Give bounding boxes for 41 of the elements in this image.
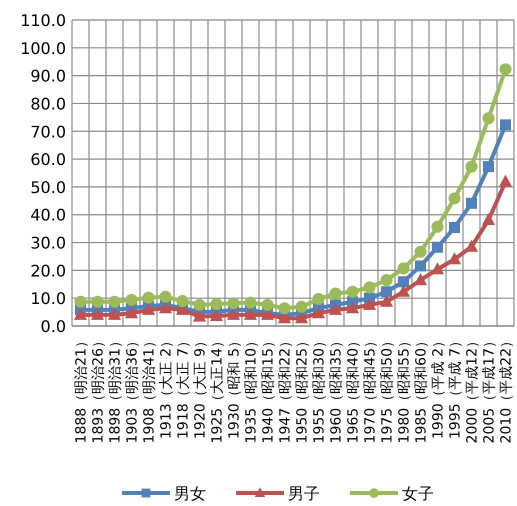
x-tick-label: 1913（大正 2）	[158, 334, 174, 439]
x-tick-label: 1995（平成 7）	[448, 334, 464, 439]
y-tick-label: 60.0	[30, 150, 66, 170]
x-tick-label: 1970（昭和45）	[362, 334, 378, 444]
x-tick-label: 1893（明治26）	[90, 334, 106, 444]
y-tick-label: 0.0	[40, 317, 66, 336]
legend-label: 男子	[288, 484, 320, 503]
y-tick-label: 110.0	[20, 11, 66, 30]
x-tick-label: 1940（昭和15）	[260, 334, 276, 444]
x-tick-label: 2005（平成17）	[482, 334, 498, 444]
y-tick-label: 30.0	[30, 234, 66, 253]
y-tick-label: 40.0	[30, 206, 66, 225]
y-tick-label: 20.0	[30, 261, 66, 280]
x-tick-label: 2010（平成22）	[498, 334, 514, 444]
x-tick-label: 1903（明治36）	[124, 334, 140, 444]
x-tick-label: 1965（昭和40）	[346, 334, 362, 444]
x-tick-label: 1918（大正 7）	[176, 334, 192, 439]
x-tick-label: 1935（昭和10）	[244, 334, 260, 444]
y-tick-label: 100.0	[20, 38, 66, 58]
x-tick-label: 1960（昭和35）	[328, 334, 344, 444]
x-tick-label: 1920（大正 9）	[192, 334, 208, 439]
x-tick-label: 1947（昭和22）	[278, 334, 294, 444]
x-tick-label: 1955（昭和30）	[312, 334, 328, 444]
x-tick-label: 1930（昭和 5）	[226, 334, 242, 439]
y-tick-label: 90.0	[30, 66, 66, 86]
x-tick-label: 1990（平成 2）	[430, 334, 446, 439]
x-tick-label: 1888（明治21）	[74, 334, 90, 444]
y-tick-label: 10.0	[30, 289, 66, 308]
x-tick-label: 1925（大正14）	[210, 334, 226, 444]
x-tick-label: 1985（昭和60）	[414, 334, 430, 444]
x-tick-label: 1898（明治31）	[108, 334, 124, 444]
x-tick-label: 1950（昭和25）	[294, 334, 310, 444]
legend-label: 女子	[402, 484, 434, 503]
x-tick-label: 1908（明治41）	[142, 334, 158, 444]
y-tick-label: 50.0	[30, 178, 66, 197]
y-tick-label: 70.0	[30, 122, 66, 142]
x-tick-label: 2000（平成12）	[464, 334, 480, 444]
x-tick-label: 1980（昭和55）	[396, 334, 412, 444]
x-tick-label: 1975（昭和50）	[380, 334, 396, 444]
legend-label: 男女	[174, 484, 206, 503]
y-tick-label: 80.0	[30, 94, 66, 114]
